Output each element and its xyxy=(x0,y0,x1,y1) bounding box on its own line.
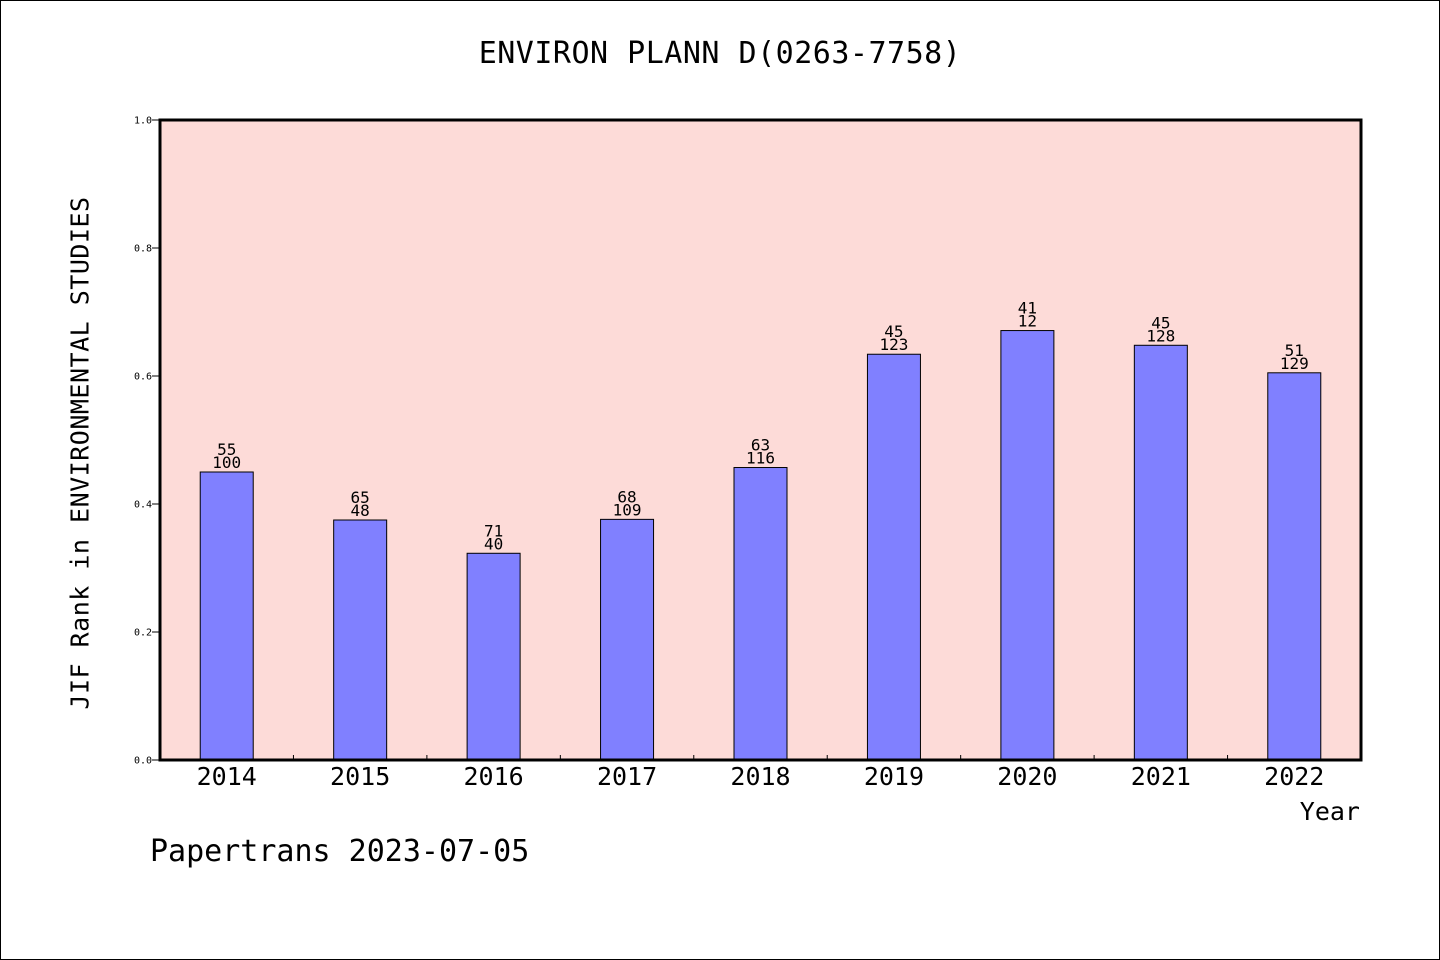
bar-label-bottom: 128 xyxy=(1146,326,1175,345)
y-tick-label: 0.0 xyxy=(134,756,152,767)
bar xyxy=(600,518,655,761)
bar-label-top: 55 xyxy=(217,440,236,459)
bar-label-bottom: 40 xyxy=(484,534,503,553)
bar-label-top: 63 xyxy=(751,436,770,455)
bar-label-top: 45 xyxy=(1151,313,1170,332)
bar xyxy=(333,519,388,761)
bar-label-bottom: 48 xyxy=(351,501,370,520)
x-axis-label: Year xyxy=(1300,797,1360,826)
ticks-layer: 0.0 0.2 0.4 0.6 0.8 1.0 2014 2015 2016 2017 2018 20… xyxy=(134,116,1324,792)
bar-label-bottom: 116 xyxy=(746,449,775,468)
x-tick-label: 2015 xyxy=(330,762,390,791)
bar-label-bottom: 123 xyxy=(879,335,908,354)
x-tick-label: 2019 xyxy=(864,762,924,791)
y-tick-label: 0.2 xyxy=(134,628,152,639)
bar-label-bottom: 109 xyxy=(613,500,642,519)
x-tick-label: 2022 xyxy=(1264,762,1324,791)
bar-label-bottom: 129 xyxy=(1280,354,1309,373)
bar xyxy=(199,471,254,761)
y-tick-label: 0.8 xyxy=(134,244,152,255)
bar xyxy=(1133,344,1188,761)
bar-label-top: 51 xyxy=(1285,341,1304,360)
x-tick-label: 2016 xyxy=(464,762,524,791)
y-tick-label: 0.4 xyxy=(134,500,152,511)
bar-label-top: 65 xyxy=(351,488,370,507)
bar xyxy=(733,467,788,761)
x-tick-label: 2018 xyxy=(730,762,790,791)
x-tick-label: 2021 xyxy=(1131,762,1191,791)
y-tick-label: 0.6 xyxy=(134,372,152,383)
bar xyxy=(1000,330,1055,761)
footer-credit: Papertrans 2023-07-05 xyxy=(150,834,530,869)
plot-border xyxy=(158,118,1363,762)
bar-label-top: 71 xyxy=(484,521,503,540)
bar xyxy=(1267,372,1322,761)
bar-label-top: 68 xyxy=(617,487,636,506)
x-tick-label: 2014 xyxy=(197,762,257,791)
y-tick-label: 1.0 xyxy=(134,116,152,127)
bar-label-top: 45 xyxy=(884,322,903,341)
bar-label-bottom: 12 xyxy=(1018,312,1037,331)
bar-label-top: 41 xyxy=(1018,299,1037,318)
x-tick-label: 2020 xyxy=(997,762,1057,791)
chart-title: ENVIRON PLANN D(0263-7758) xyxy=(478,36,962,71)
x-tick-label: 2017 xyxy=(597,762,657,791)
bar-label-bottom: 100 xyxy=(212,453,241,472)
bar xyxy=(866,353,921,761)
bar xyxy=(466,552,521,761)
